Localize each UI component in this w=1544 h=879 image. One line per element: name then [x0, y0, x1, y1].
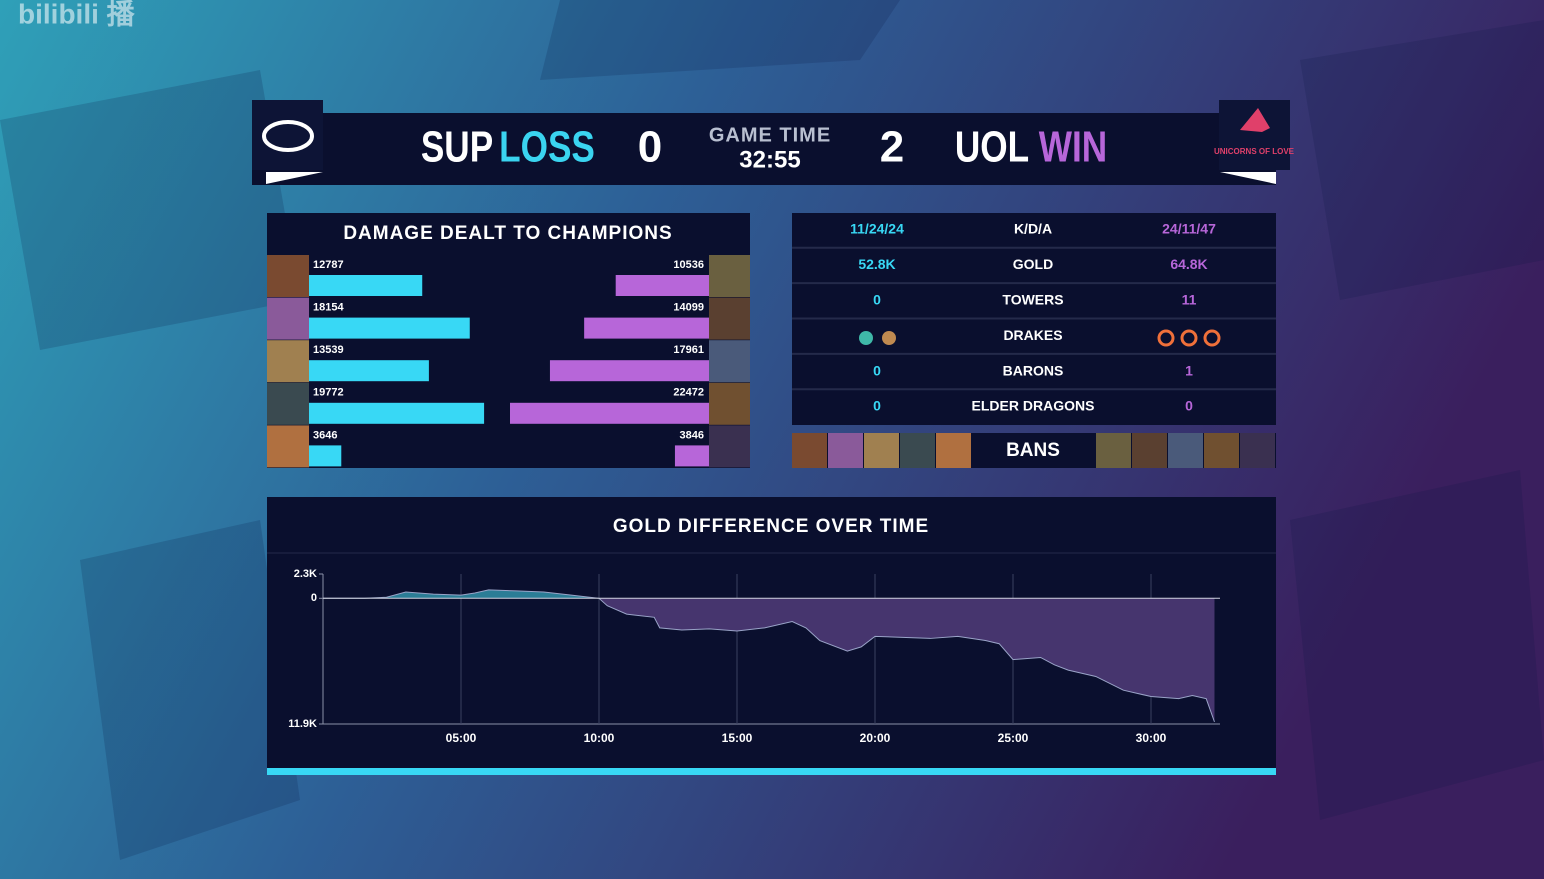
team2-logo — [1240, 108, 1270, 132]
stat-left: 0 — [873, 362, 881, 378]
stat-right: 24/11/47 — [1162, 221, 1216, 237]
stat-label: BARONS — [1003, 362, 1064, 378]
stat-right: 64.8K — [1170, 256, 1207, 272]
background-shapes — [0, 0, 1544, 860]
stat-label: ELDER DRAGONS — [972, 398, 1095, 414]
y-tick-label: 0 — [311, 592, 317, 604]
damage-value: 3646 — [313, 429, 337, 441]
drake-icon — [1203, 329, 1221, 347]
team2-name: UOL — [955, 123, 1029, 172]
ban-portrait — [828, 433, 863, 468]
x-tick-label: 05:00 — [446, 731, 477, 745]
team1-result: LOSS — [499, 123, 595, 172]
team2-score: 2 — [880, 123, 904, 172]
ban-portrait — [1132, 433, 1167, 468]
damage-bar — [309, 402, 485, 424]
team1-name: SUP — [421, 123, 493, 172]
portrait — [267, 382, 309, 425]
ban-portrait — [1240, 433, 1275, 468]
damage-bar — [615, 275, 709, 296]
damage-value: 17961 — [673, 344, 704, 356]
stat-label: DRAKES — [1003, 327, 1062, 343]
damage-value: 18154 — [313, 302, 344, 314]
ban-portrait — [1096, 433, 1131, 468]
ban-portrait — [792, 433, 827, 468]
drake-icon — [1180, 329, 1198, 347]
game-time: 32:55 — [739, 146, 800, 173]
ban-portrait — [900, 433, 935, 468]
logo-accent — [266, 172, 323, 184]
bans-label: BANS — [1006, 440, 1060, 461]
portrait — [267, 255, 309, 297]
gold-area — [323, 589, 1215, 722]
damage-value: 14099 — [673, 302, 704, 314]
drake-icon — [882, 331, 896, 345]
game-time-label: GAME TIME — [709, 124, 831, 146]
team2-logo-text: UNICORNS OF LOVE — [1214, 147, 1295, 156]
damage-bar — [309, 317, 470, 339]
portrait — [709, 340, 750, 383]
stat-left: 0 — [873, 398, 881, 414]
damage-value: 12787 — [313, 259, 344, 271]
drake-icon — [1157, 329, 1175, 347]
damage-value: 3846 — [680, 429, 704, 441]
x-tick-label: 15:00 — [722, 731, 753, 745]
portrait — [709, 297, 750, 340]
damage-title: DAMAGE DEALT TO CHAMPIONS — [343, 223, 672, 244]
x-tick-label: 20:00 — [860, 731, 891, 745]
ban-portrait — [1204, 433, 1239, 468]
portrait — [267, 297, 309, 340]
x-tick-label: 30:00 — [1136, 731, 1167, 745]
damage-value: 19772 — [313, 387, 344, 399]
x-tick-label: 25:00 — [998, 731, 1029, 745]
damage-bar — [510, 402, 709, 424]
ban-portrait — [864, 433, 899, 468]
team1-score: 0 — [638, 123, 662, 172]
panel-accent — [267, 768, 1276, 775]
portrait — [267, 340, 309, 383]
gold-title: GOLD DIFFERENCE OVER TIME — [613, 516, 929, 537]
portrait — [267, 425, 309, 468]
y-tick-label: 2.3K — [294, 568, 317, 580]
team2-result: WIN — [1039, 123, 1107, 172]
team1-logo — [262, 120, 314, 152]
drake-icon — [859, 331, 873, 345]
ban-portrait — [936, 433, 971, 468]
damage-bar — [309, 275, 423, 296]
drake-icons — [859, 329, 1221, 347]
gold-line — [323, 589, 1215, 723]
damage-value: 10536 — [673, 259, 704, 271]
x-tick-label: 10:00 — [584, 731, 615, 745]
stat-left: 52.8K — [858, 256, 895, 272]
watermark: bilibili 播 — [18, 0, 136, 29]
portrait — [709, 425, 750, 468]
stat-label: TOWERS — [1002, 292, 1063, 308]
stat-label: K/D/A — [1014, 221, 1052, 237]
damage-bar — [674, 445, 709, 467]
y-tick-label: 11.9K — [288, 718, 317, 730]
portrait — [709, 255, 750, 297]
stat-left: 0 — [873, 292, 881, 308]
stat-left: 11/24/24 — [850, 221, 904, 237]
stat-right: 1 — [1185, 362, 1193, 378]
portrait — [709, 382, 750, 425]
damage-bar — [549, 360, 709, 382]
stat-right: 0 — [1185, 398, 1193, 414]
damage-bar — [309, 445, 342, 467]
ban-portrait — [1168, 433, 1203, 468]
team2-logo-box — [1219, 100, 1290, 170]
damage-bar — [309, 360, 429, 382]
damage-value: 13539 — [313, 344, 344, 356]
damage-panel — [267, 213, 750, 468]
header-bar — [252, 113, 1276, 185]
damage-bar — [584, 317, 709, 339]
stat-label: GOLD — [1013, 256, 1053, 272]
logo-accent — [1220, 172, 1276, 184]
stat-right: 11 — [1182, 292, 1197, 308]
damage-value: 22472 — [673, 387, 704, 399]
